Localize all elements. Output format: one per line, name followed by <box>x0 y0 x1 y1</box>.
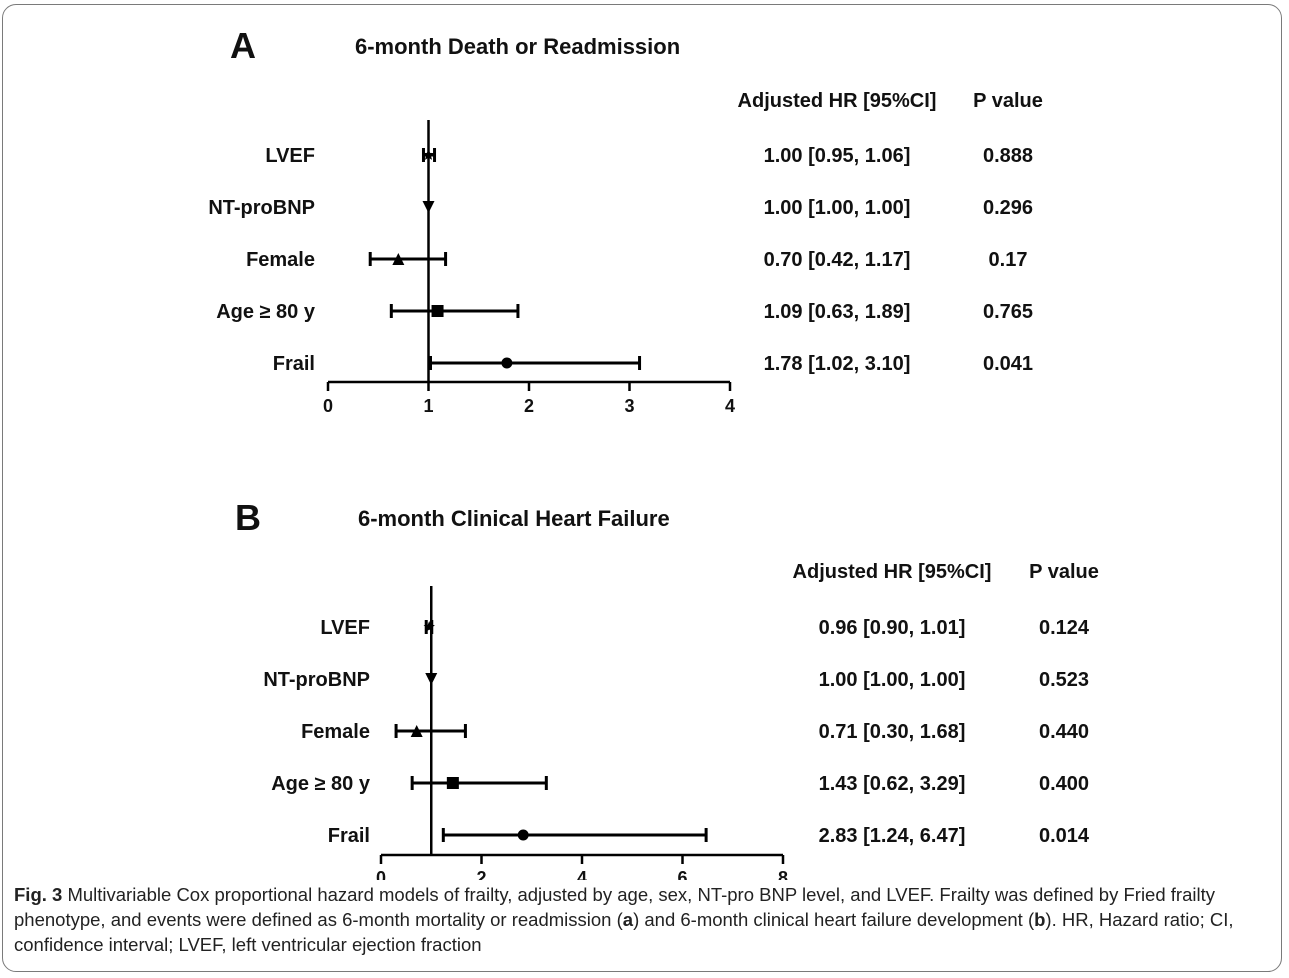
point-marker-circle <box>517 829 529 841</box>
caption-text-3: ). HR, Hazard ratio; CI, confidence inte… <box>14 909 1234 955</box>
p-value: 0.765 <box>983 301 1033 323</box>
hr-value: 0.71 [0.30, 1.68] <box>819 721 966 743</box>
caption-fig-label: Fig. 3 <box>14 884 63 905</box>
panel-label: B <box>235 497 261 538</box>
point-marker-triangle-down <box>422 201 435 213</box>
figure-caption: Fig. 3 Multivariable Cox proportional ha… <box>14 882 1276 957</box>
p-value: 0.296 <box>983 197 1033 219</box>
row-label: Age ≥ 80 y <box>271 773 371 795</box>
panel-title: 6-month Clinical Heart Failure <box>358 506 670 531</box>
row-label: Female <box>301 721 370 743</box>
hr-value: 1.00 [1.00, 1.00] <box>764 197 911 219</box>
row-label: LVEF <box>320 617 370 639</box>
point-marker-triangle-up <box>392 253 405 265</box>
forest-panel-b: B 6-month Clinical Heart Failure Adjusted … <box>235 497 1099 880</box>
p-value: 0.124 <box>1039 617 1090 639</box>
row-label: Female <box>246 249 315 271</box>
point-marker-star <box>422 149 435 160</box>
x-tick-label: 2 <box>524 396 534 416</box>
hr-value: 1.78 [1.02, 3.10] <box>764 353 911 375</box>
point-marker-triangle-down <box>425 673 438 685</box>
figure-frame <box>2 4 1282 972</box>
p-value: 0.523 <box>1039 669 1089 691</box>
row-label: Age ≥ 80 y <box>216 301 316 323</box>
forest-panel-a: A 6-month Death or Readmission Adjusted HR… <box>208 25 1043 416</box>
p-value: 0.014 <box>1039 825 1090 847</box>
forest-plot-figure: A 6-month Death or Readmission Adjusted HR… <box>208 25 1099 880</box>
p-value: 0.041 <box>983 353 1033 375</box>
hr-value: 1.09 [0.63, 1.89] <box>764 301 911 323</box>
hr-value: 1.43 [0.62, 3.29] <box>819 773 966 795</box>
row-label: Frail <box>328 825 370 847</box>
p-value-column-header: P value <box>973 90 1043 112</box>
hr-value: 0.70 [0.42, 1.17] <box>764 249 911 271</box>
caption-text-2: ) and 6-month clinical heart failure dev… <box>633 909 1035 930</box>
row-label: LVEF <box>265 145 315 167</box>
caption-text-1: Multivariable Cox proportional hazard mo… <box>14 884 1215 930</box>
x-tick-label: 0 <box>323 396 333 416</box>
hr-value: 1.00 [1.00, 1.00] <box>819 669 966 691</box>
x-tick-label: 3 <box>624 396 634 416</box>
p-value: 0.888 <box>983 145 1033 167</box>
p-value: 0.400 <box>1039 773 1089 795</box>
p-value: 0.440 <box>1039 721 1089 743</box>
row-label: Frail <box>273 353 315 375</box>
panel-title: 6-month Death or Readmission <box>355 34 680 59</box>
x-tick-label: 0 <box>376 868 386 880</box>
caption-ref-a: a <box>622 909 634 930</box>
row-label: NT-proBNP <box>263 669 370 691</box>
p-value: 0.17 <box>989 249 1028 271</box>
point-marker-triangle-up <box>410 725 423 737</box>
x-tick-label: 2 <box>476 868 486 880</box>
point-marker-square <box>446 777 459 789</box>
row-label: NT-proBNP <box>208 197 315 219</box>
x-tick-label: 1 <box>423 396 433 416</box>
hr-value: 2.83 [1.24, 6.47] <box>819 825 966 847</box>
hr-column-header: Adjusted HR [95%CI] <box>793 561 992 583</box>
x-tick-label: 4 <box>577 868 587 880</box>
x-tick-label: 8 <box>778 868 788 880</box>
caption-ref-b: b <box>1034 909 1046 930</box>
panel-label: A <box>230 25 256 66</box>
x-tick-label: 4 <box>725 396 735 416</box>
x-tick-label: 6 <box>677 868 687 880</box>
point-marker-star <box>423 621 435 632</box>
point-marker-circle <box>501 357 513 369</box>
point-marker-square <box>431 305 444 317</box>
p-value-column-header: P value <box>1029 561 1099 583</box>
hr-column-header: Adjusted HR [95%CI] <box>738 90 937 112</box>
hr-value: 0.96 [0.90, 1.01] <box>819 617 966 639</box>
hr-value: 1.00 [0.95, 1.06] <box>764 145 911 167</box>
